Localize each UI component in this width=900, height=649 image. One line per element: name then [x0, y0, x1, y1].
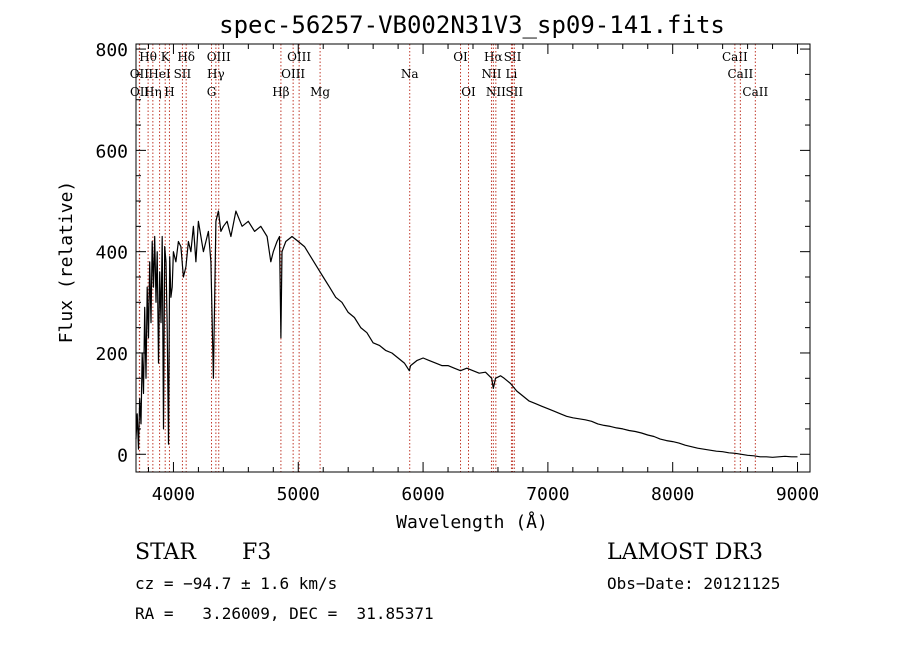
- spectral-line-label: G: [207, 85, 217, 99]
- spectral-line-markers: HθKHδOIIIOIIIOIHαSIICaIIOIIHeISIIHγOIIIN…: [130, 44, 768, 472]
- y-tick-label: 600: [95, 141, 128, 162]
- spectral-line-label: Mg: [310, 85, 330, 99]
- spectral-line-label: CaII: [722, 50, 748, 64]
- axes: 4000 5000 6000 7000 8000 9000 0 200 400 600 800: [95, 40, 819, 505]
- spectrum-line: [135, 210, 798, 458]
- x-tick-label: 5000: [277, 484, 320, 505]
- x-axis-label: Wavelength (Å): [396, 511, 548, 533]
- y-tick-label: 400: [95, 243, 128, 264]
- survey-name: LAMOST DR3: [607, 540, 763, 565]
- spectral-line-label: H: [164, 85, 174, 99]
- spectral-line-label: OI: [461, 85, 476, 99]
- spectral-line-label: Hγ: [207, 67, 225, 81]
- x-tick-label: 8000: [651, 484, 694, 505]
- spectral-line-label: SII: [504, 50, 522, 64]
- y-axis-label: Flux (relative): [56, 181, 77, 344]
- spectral-line-label: K: [161, 50, 171, 64]
- obs-date: Obs−Date: 20121125: [607, 574, 781, 593]
- object-class: STAR: [135, 540, 196, 565]
- x-tick-label: 4000: [152, 484, 195, 505]
- spectral-line-label: CaII: [742, 85, 768, 99]
- cz-value: cz = −94.7 ± 1.6 km/s: [135, 574, 338, 593]
- x-tick-label: 9000: [776, 484, 819, 505]
- spectral-line-label: NII: [481, 67, 501, 81]
- x-tick-label: 7000: [526, 484, 569, 505]
- spectral-line-label: OIII: [281, 67, 305, 81]
- spectral-line-label: Hδ: [177, 50, 195, 64]
- spectral-line-label: SII: [505, 85, 523, 99]
- subclass: F3: [242, 540, 272, 565]
- coordinates: RA = 3.26009, DEC = 31.85371: [135, 604, 434, 623]
- spectral-line-label: HeI: [148, 67, 171, 81]
- spectral-line-label: Li: [506, 67, 518, 81]
- spectral-line-label: OII: [130, 85, 150, 99]
- y-tick-label: 200: [95, 344, 128, 365]
- spectral-line-label: Na: [401, 67, 419, 81]
- spectral-line-label: Hη: [144, 85, 162, 99]
- spectrum-series: [135, 210, 798, 458]
- spectral-line-label: NII: [486, 85, 506, 99]
- spectral-line-label: OI: [453, 50, 468, 64]
- spectral-line-label: Hα: [484, 50, 503, 64]
- chart-title: spec-56257-VB002N31V3_sp09-141.fits: [219, 11, 725, 39]
- spectral-line-label: Hθ: [139, 50, 157, 64]
- x-tick-label: 6000: [401, 484, 444, 505]
- y-tick-label: 800: [95, 40, 128, 61]
- spectral-line-label: SII: [174, 67, 192, 81]
- y-tick-label: 0: [117, 445, 128, 466]
- spectral-line-label: CaII: [727, 67, 753, 81]
- spectral-line-label: Hβ: [272, 85, 289, 99]
- spectral-line-label: OIII: [207, 50, 231, 64]
- plot-frame: [135, 43, 811, 473]
- spectral-line-label: OIII: [287, 50, 311, 64]
